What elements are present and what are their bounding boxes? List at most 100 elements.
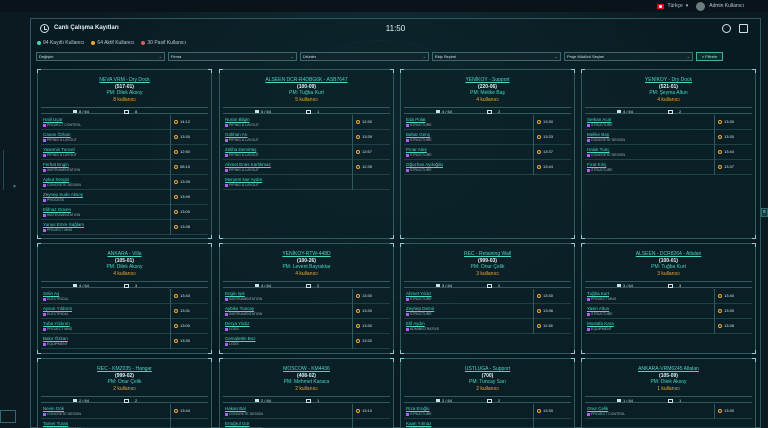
project-card[interactable]: ANKARA - Villa (105-01) PM: Dilek Aksoy 4 k… — [37, 243, 212, 354]
member-name-link[interactable]: Serkan Acar — [587, 117, 612, 122]
member-name-link[interactable]: Yasin Altun — [587, 306, 610, 311]
member-name-link[interactable]: Ahmet Enes Karlıkmaz — [225, 162, 271, 167]
role-tag-icon — [225, 123, 228, 127]
project-card[interactable]: YENİKOY - Support (220-06) PM: Melike Baş 4… — [400, 69, 575, 239]
member-name-link[interactable]: Rıza Eroğlu — [406, 406, 430, 411]
card-corner — [219, 358, 223, 362]
manager-select[interactable]: Proje Müdürü Seçimi ⌄ — [564, 52, 693, 61]
project-name-link[interactable]: YENİKOY - Support — [465, 77, 510, 83]
members-count-value: 2 — [317, 283, 320, 288]
list-item: Elif Aydın ADMINISTRATIVE 11:38 — [404, 319, 571, 334]
member-name-link[interactable]: Nuran Bilgin — [225, 117, 250, 122]
member-name-link[interactable]: Halil Uçar — [43, 117, 63, 122]
card-corner — [400, 69, 404, 73]
member-name-link[interactable]: Zeliha Demirtaş — [225, 147, 257, 152]
project-card[interactable]: USTLUGA - Support (700) PM: Tuncay Sarı 2 k… — [400, 358, 575, 428]
member-role-label: PIPING & LAYOUT — [47, 153, 77, 157]
project-name-link[interactable]: REC - KMZ035 - Hangar — [97, 366, 152, 372]
project-card[interactable]: ALSEEN - DCR8264 - Altalan (100-01) PM: Tu… — [581, 243, 756, 354]
member-name-link[interactable]: Hakan Bal — [225, 406, 246, 411]
member-role: CONCRETE DESIGN — [43, 412, 81, 416]
member-role: PIPING & LAYOUT — [43, 138, 77, 142]
card-corner — [581, 350, 585, 354]
divider — [714, 145, 715, 160]
member-name-link[interactable]: Elif Aydın — [406, 321, 425, 326]
member-name-link[interactable]: Bahar Genç — [406, 132, 431, 137]
member-name-link[interactable]: Ferhat Engin — [43, 162, 69, 167]
member-name-link[interactable]: Tuğba Kurt — [587, 291, 610, 296]
member-name-link[interactable]: Pınar Ateş — [406, 147, 427, 152]
project-card[interactable]: REC - KMZ035 - Hangar (999-02) PM: Onur Çe… — [37, 358, 212, 428]
member-name-link[interactable]: Aybike Tuncay — [225, 306, 255, 311]
member-name-link[interactable]: Derya Yıldız — [225, 321, 250, 326]
member-name-link[interactable]: Nevin Gök — [43, 406, 65, 411]
project-name-link[interactable]: ANKARA - Villa — [107, 251, 142, 257]
member-name-link[interactable]: Elifnaz Güven — [43, 207, 72, 212]
member-name-link[interactable]: Gökhan Arı — [225, 132, 248, 137]
member-name-link[interactable]: Ertuğrul Gür — [225, 421, 250, 426]
project-card[interactable]: REC - Retaining Wall (999-03) PM: Onur Çel… — [400, 243, 575, 354]
member-name-link[interactable]: Engin Işık — [225, 291, 245, 296]
calendar-button[interactable] — [739, 24, 748, 33]
member-name-link[interactable]: Aykut Sezgin — [43, 177, 70, 182]
project-name-link[interactable]: USTLUGA - Support — [464, 366, 511, 372]
status-select[interactable]: Değişim ⌄ — [36, 52, 165, 61]
project-card[interactable]: YENİKOY - Dry Dock (521-01) PM: Şeyma Altu… — [581, 69, 756, 239]
member-name-link[interactable]: Mustafa Kara — [587, 321, 614, 326]
project-card[interactable]: ALSEEN DCR-R4DBG6K - ASB7647 (100-09) PM: … — [219, 69, 394, 239]
company-select[interactable]: Firma ⌄ — [168, 52, 297, 61]
member-name-link[interactable]: Selin Aş — [43, 291, 60, 296]
member-name-link[interactable]: Yunus Emre Sağlam — [43, 222, 85, 227]
user-count: 3 kullanıcı — [657, 270, 680, 277]
member-name-link[interactable]: Bakır Özkan — [43, 336, 68, 341]
live-work-panel: Canlı Çalışma Kayıtları 11:50 94 Kayıtlı… — [30, 18, 761, 428]
member-name-link[interactable]: Zeynep Sude Aksoy — [43, 192, 84, 197]
members-count: 1 — [306, 109, 319, 114]
member-name-link[interactable]: Oğuzhan Aydoğdu — [406, 162, 443, 167]
member-name-link[interactable]: Yasemin Tuncel — [43, 147, 75, 152]
project-name-link[interactable]: MOSCOW - KM4436 — [283, 366, 330, 372]
occupancy: 1 / 64 — [617, 398, 633, 403]
project-manager: PM: Levent Bayraktar — [282, 264, 331, 270]
member-time: 13:37 — [718, 164, 734, 169]
member-name-link[interactable]: Tamer Turan — [43, 421, 69, 426]
project-name-link[interactable]: ANKARA-VRM6245 Altalan — [638, 366, 699, 372]
member-name-link[interactable]: Melike Baş — [587, 132, 610, 137]
right-drawer-toggle[interactable]: ≡ — [761, 208, 768, 217]
member-name-link[interactable]: Canan Özkan — [43, 132, 71, 137]
project-card[interactable]: YENİKOY-RTW-448D (100-26) PM: Levent Bayra… — [219, 243, 394, 354]
card-corner — [208, 69, 212, 73]
language-selector[interactable]: Türkçe ▾ — [657, 3, 688, 9]
avatar — [696, 1, 706, 11]
filter-button[interactable]: ⌕ Filtrele — [696, 52, 723, 61]
project-card[interactable]: MOSCOW - KM4436 (408-02) PM: Mehmet Karaca… — [219, 358, 394, 428]
history-button[interactable] — [722, 24, 731, 33]
member-name-link[interactable]: Meryem Nur Aydın — [225, 177, 263, 182]
user-menu[interactable]: Admin Kullanıcı — [696, 1, 744, 11]
project-card[interactable]: ANKARA-VRM6245 Altalan (105-09) PM: Dilek … — [581, 358, 756, 428]
team-select[interactable]: Ekip Seçimi ⌄ — [432, 52, 561, 61]
project-select[interactable]: Ürünler ⌄ — [300, 52, 429, 61]
member-name-link[interactable]: Aysun Yıldırım — [43, 306, 73, 311]
project-name-link[interactable]: REC - Retaining Wall — [463, 251, 512, 257]
member-name-link[interactable]: Tuba Yıldırım — [43, 321, 70, 326]
list-item: Yasemin Tuncel PIPING & LAYOUT 12:50 — [41, 145, 208, 160]
project-name-link[interactable]: YENİKOY - Dry Dock — [644, 77, 693, 83]
project-name-link[interactable]: YENİKOY-RTW-448D — [282, 251, 331, 257]
sidebar-collapsed-button[interactable] — [0, 410, 16, 423]
project-name-link[interactable]: NEVA VRM - Dry Dock — [99, 77, 150, 83]
member-name-link[interactable]: Onur Çelik — [587, 406, 609, 411]
member-name-link[interactable]: Fırat Kılıç — [587, 162, 607, 167]
project-card[interactable]: NEVA VRM - Dry Dock (517-01) PM: Dilek Aks… — [37, 69, 212, 239]
project-name-link[interactable]: ALSEEN DCR-R4DBG6K - ASB7647 — [265, 77, 348, 83]
project-name-link[interactable]: ALSEEN - DCR8264 - Altalan — [635, 251, 702, 257]
member-name-link[interactable]: Eda Polat — [406, 117, 426, 122]
member-name-link[interactable]: Cemalettin Boz — [225, 336, 256, 341]
member-name-link[interactable]: Zeynep Demir — [406, 306, 435, 311]
members-count-value: 1 — [317, 109, 320, 114]
project-manager: PM: Mehmet Karaca — [283, 379, 330, 385]
member-name-link[interactable]: Kaan Yılmaz — [406, 421, 432, 426]
sidebar-toggle-icon[interactable]: ▼ — [12, 184, 17, 190]
member-name-link[interactable]: Haluk Tunç — [587, 147, 610, 152]
member-name-link[interactable]: Ahmet Yıldız — [406, 291, 432, 296]
